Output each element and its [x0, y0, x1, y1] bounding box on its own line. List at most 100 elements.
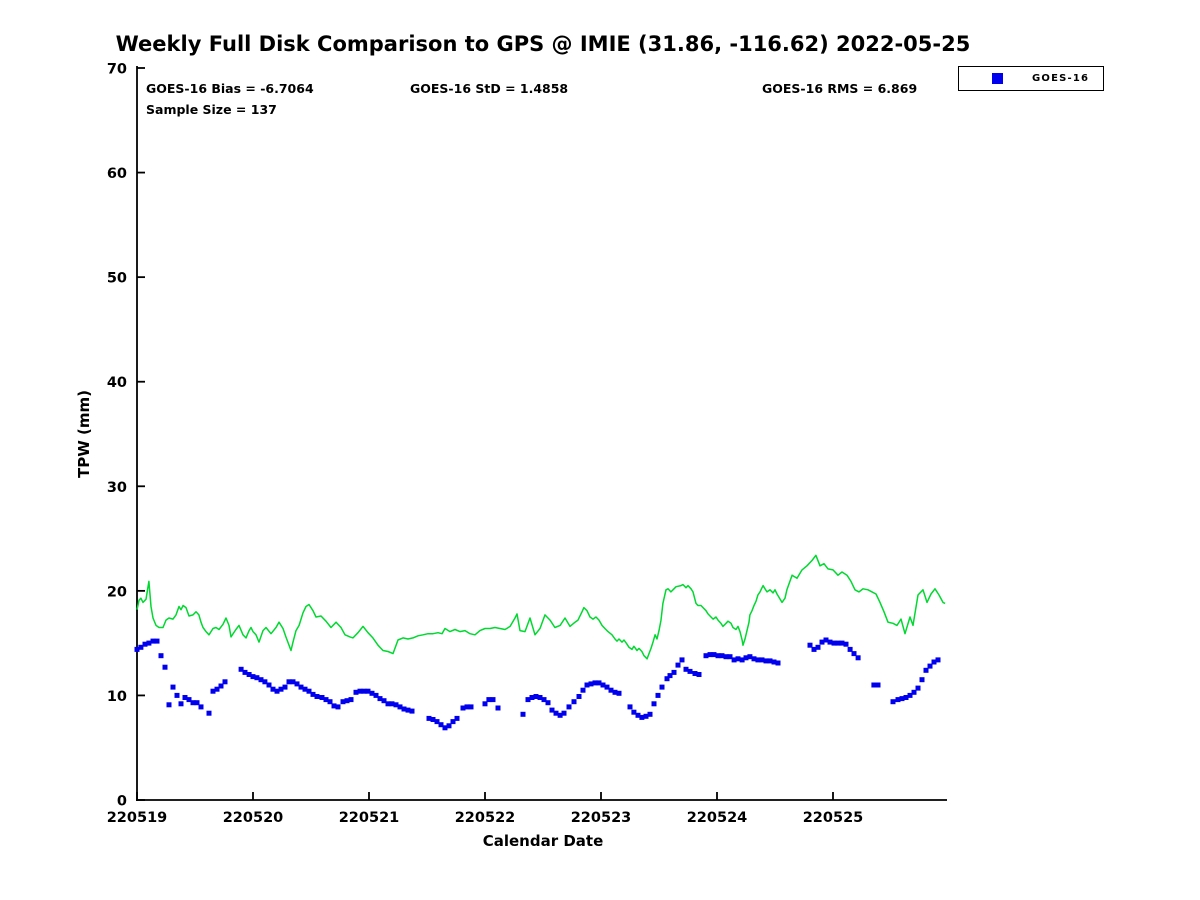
goes16-marker — [935, 657, 941, 663]
goes16-marker — [314, 694, 320, 699]
x-axis-title: Calendar Date — [482, 832, 604, 850]
goes16-marker — [827, 639, 833, 645]
y-tick-label: 50 — [107, 271, 127, 287]
goes16-marker — [389, 701, 395, 707]
x-tick-label: 220523 — [571, 810, 632, 826]
goes16-marker — [545, 700, 551, 706]
goes16-marker — [571, 699, 577, 705]
goes16-marker — [907, 692, 913, 698]
goes16-marker — [727, 654, 733, 660]
x-tick-label: 220521 — [339, 810, 400, 826]
goes16-marker — [460, 705, 466, 711]
goes16-marker — [348, 697, 354, 703]
goes16-marker — [561, 710, 567, 716]
goes16-marker — [584, 682, 590, 688]
goes16-marker — [381, 698, 387, 704]
goes16-marker — [553, 710, 559, 716]
goes16-marker — [246, 672, 252, 677]
goes16-marker — [839, 640, 845, 646]
goes16-marker — [739, 657, 745, 663]
goes16-marker — [731, 657, 737, 663]
y-tick-label: 70 — [107, 62, 127, 78]
goes16-marker — [178, 701, 184, 707]
goes16-marker — [719, 653, 725, 659]
goes16-marker — [627, 704, 633, 710]
x-tick-label: 220525 — [803, 810, 864, 826]
goes16-marker — [409, 708, 415, 714]
goes16-marker — [282, 684, 288, 690]
goes16-marker — [643, 713, 649, 719]
goes16-marker — [711, 652, 717, 658]
goes16-marker — [450, 719, 456, 725]
goes16-marker — [335, 704, 341, 710]
goes16-marker — [182, 695, 188, 700]
goes16-marker — [454, 715, 460, 721]
y-tick-label: 30 — [107, 480, 127, 496]
goes16-marker — [608, 687, 614, 693]
goes16-marker — [679, 657, 685, 663]
goes16-marker — [426, 715, 432, 721]
x-tick-label: 220520 — [223, 810, 284, 826]
goes16-marker — [835, 640, 841, 646]
goes16-marker — [186, 697, 192, 703]
goes16-marker — [823, 637, 829, 643]
goes16-marker — [344, 698, 350, 704]
goes16-marker — [365, 688, 371, 694]
goes16-marker — [759, 657, 765, 663]
goes16-marker — [369, 690, 375, 696]
goes16-marker — [286, 679, 292, 685]
goes16-marker — [266, 682, 272, 688]
goes16-marker — [150, 638, 156, 644]
legend: GOES-16 — [958, 66, 1104, 91]
goes16-marker — [290, 679, 296, 685]
goes16-marker — [306, 688, 312, 694]
goes16-marker — [361, 688, 367, 694]
goes16-marker — [557, 712, 563, 718]
goes16-marker — [270, 686, 276, 692]
goes16-marker — [671, 669, 677, 675]
goes16-marker — [743, 655, 749, 661]
goes16-marker — [373, 692, 379, 698]
goes16-marker — [549, 707, 555, 713]
goes16-marker — [723, 654, 729, 660]
goes16-marker — [843, 641, 849, 647]
goes16-marker — [401, 706, 407, 712]
goes16-marker — [302, 686, 308, 692]
goes16-marker — [222, 679, 228, 685]
goes16-marker — [468, 704, 474, 710]
goes16-marker — [771, 659, 777, 665]
goes16-marker — [911, 689, 917, 695]
goes16-marker — [442, 725, 448, 731]
goes16-marker — [174, 692, 180, 698]
goes16-marker — [430, 717, 436, 722]
goes16-marker — [397, 704, 403, 710]
goes16-marker — [327, 699, 333, 705]
goes16-marker — [847, 646, 853, 652]
goes16-marker — [707, 652, 713, 658]
goes16-marker — [687, 668, 693, 674]
chart-title: Weekly Full Disk Comparison to GPS @ IMI… — [115, 32, 971, 56]
goes16-marker — [664, 676, 670, 682]
goes16-marker — [340, 699, 346, 705]
goes16-marker — [616, 690, 622, 696]
goes16-marker — [146, 640, 152, 646]
goes16-marker — [831, 640, 837, 646]
goes16-marker — [903, 695, 909, 700]
goes16-marker — [592, 680, 598, 686]
goes16-marker — [357, 688, 363, 694]
goes16-marker — [580, 687, 586, 693]
x-tick-label: 220524 — [687, 810, 748, 826]
stat-sample-size: Sample Size = 137 — [146, 102, 277, 117]
goes16-marker — [815, 644, 821, 650]
goes16-marker — [703, 653, 709, 659]
goes16-marker — [635, 712, 641, 718]
goes16-marker — [134, 646, 140, 652]
goes16-marker — [206, 710, 212, 716]
goes16-marker — [659, 684, 665, 690]
goes16-marker — [541, 697, 547, 703]
goes16-marker — [751, 656, 757, 662]
goes16-marker — [899, 696, 905, 702]
goes16-marker — [298, 684, 304, 690]
goes16-marker — [747, 654, 753, 660]
